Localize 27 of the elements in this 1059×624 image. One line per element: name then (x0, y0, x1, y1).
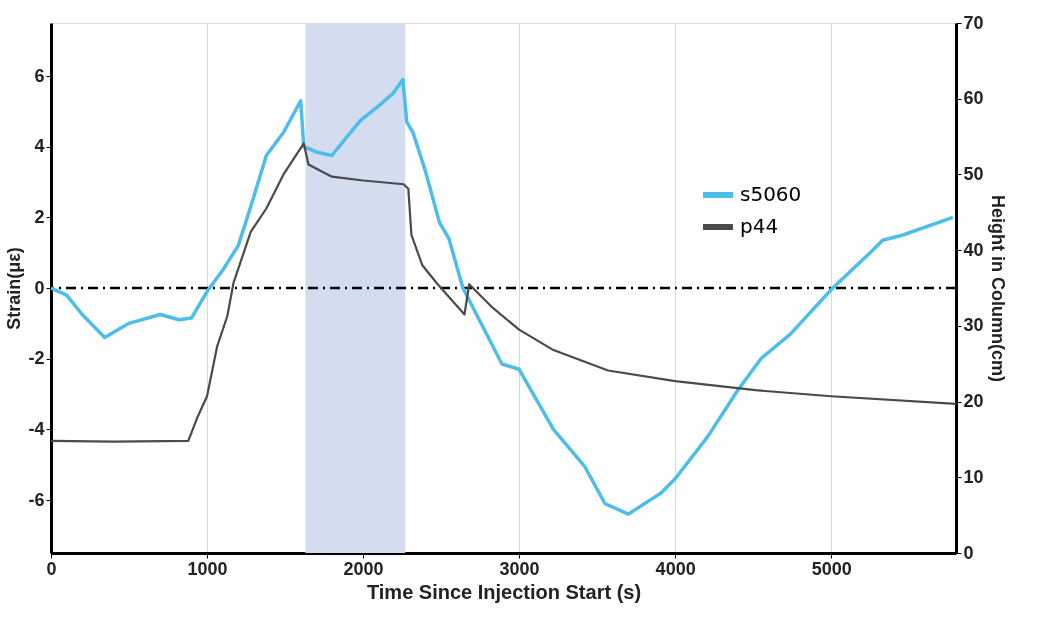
legend-label: s5060 (740, 182, 802, 206)
y-tick-label: 2 (34, 206, 45, 227)
x-axis-title: Time Since Injection Start (s) (366, 580, 642, 603)
line-series (51, 142, 956, 443)
line-series (51, 77, 955, 516)
x-tick-label: 1000 (187, 558, 228, 579)
x-tick-label: 3000 (499, 558, 540, 579)
y-tick-label: -2 (28, 348, 45, 369)
y-tick-label: 0 (34, 277, 45, 298)
x-tick-label: 4000 (655, 558, 696, 579)
y-tick-label: -4 (28, 418, 45, 439)
legend-label: p44 (740, 214, 779, 238)
y2-tick-label: 60 (963, 88, 984, 109)
y2-axis-title: Height in Column(cm) (987, 195, 1008, 382)
y2-tick-label: 0 (963, 542, 974, 563)
y2-tick-label: 70 (963, 12, 984, 33)
y2-tick-label: 10 (963, 466, 984, 487)
y-tick-label: 6 (34, 65, 45, 86)
y2-tick-label: 40 (963, 239, 984, 260)
x-tick-label: 2000 (343, 558, 384, 579)
y2-tick-label: 30 (963, 315, 984, 336)
y-axis-title: Strain(με) (4, 247, 25, 330)
y-tick-label: 4 (34, 136, 45, 157)
x-tick-label: 5000 (811, 558, 852, 579)
y-tick-label: -6 (28, 489, 45, 510)
y2-tick-label: 20 (963, 391, 984, 412)
y2-tick-label: 50 (963, 163, 984, 184)
